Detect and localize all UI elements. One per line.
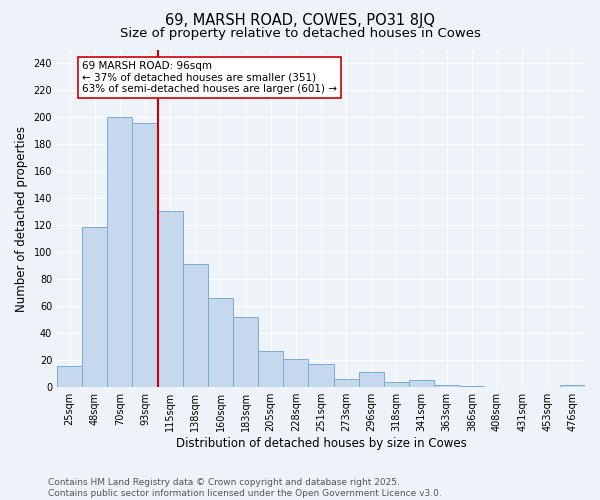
Bar (133, 123, 158, 387)
Bar (82, 226, 107, 387)
Bar (359, 372, 384, 387)
Y-axis label: Number of detached properties: Number of detached properties (15, 126, 28, 312)
Bar (308, 364, 334, 387)
Text: 69, MARSH ROAD, COWES, PO31 8JQ: 69, MARSH ROAD, COWES, PO31 8JQ (165, 12, 435, 28)
Text: Contains HM Land Registry data © Crown copyright and database right 2025.
Contai: Contains HM Land Registry data © Crown c… (48, 478, 442, 498)
Bar (258, 351, 283, 387)
Bar (283, 359, 308, 387)
Bar (208, 298, 233, 387)
Bar (459, 386, 484, 387)
Bar (334, 379, 359, 387)
Text: 69 MARSH ROAD: 96sqm
← 37% of detached houses are smaller (351)
63% of semi-deta: 69 MARSH ROAD: 96sqm ← 37% of detached h… (82, 61, 337, 94)
Bar (107, 118, 133, 387)
Bar (409, 380, 434, 387)
Bar (384, 382, 409, 387)
Bar (560, 384, 585, 387)
Bar (434, 384, 459, 387)
X-axis label: Distribution of detached houses by size in Cowes: Distribution of detached houses by size … (176, 437, 466, 450)
Bar (57, 366, 82, 387)
Bar (233, 317, 258, 387)
Bar (158, 210, 183, 387)
Bar (183, 264, 208, 387)
Text: Size of property relative to detached houses in Cowes: Size of property relative to detached ho… (119, 28, 481, 40)
